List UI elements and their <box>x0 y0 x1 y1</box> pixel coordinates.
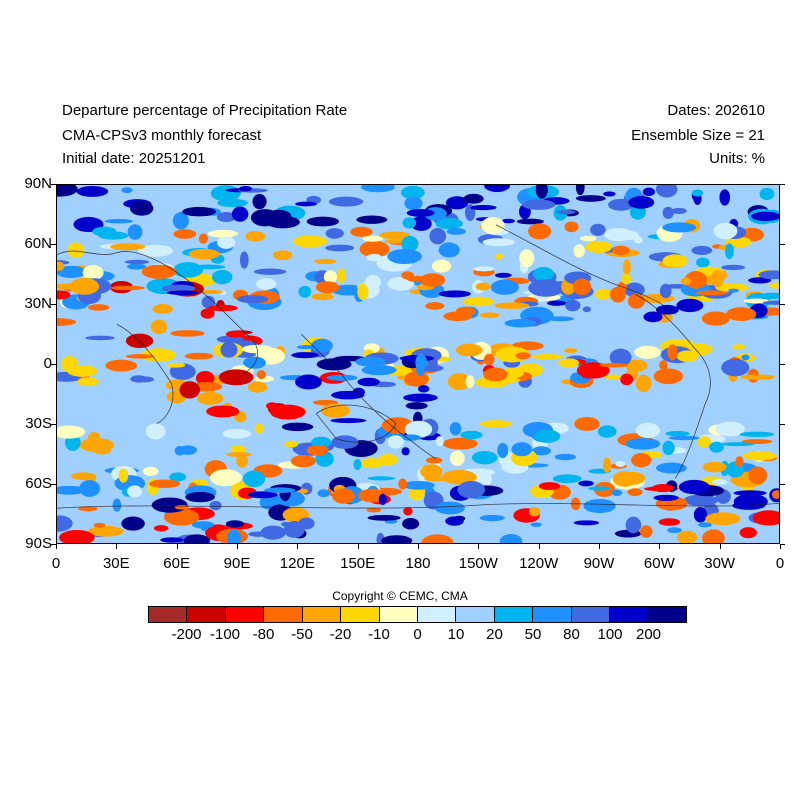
lon-tick <box>357 544 359 549</box>
lon-tick <box>538 544 540 549</box>
lat-tick <box>780 424 785 425</box>
lat-tick <box>51 364 56 365</box>
colorbar-label: -10 <box>368 626 390 643</box>
colorbar-label: 200 <box>635 626 662 643</box>
lat-label: 90N <box>24 175 52 192</box>
lat-tick <box>780 544 785 545</box>
lon-tick <box>297 544 299 549</box>
lon-label: 60W <box>643 555 675 572</box>
colorbar-label: -20 <box>329 626 352 643</box>
lat-tick <box>780 184 785 185</box>
lon-tick <box>719 544 721 549</box>
colorbar-swatch <box>302 607 342 622</box>
colorbar-label: -200 <box>171 626 202 643</box>
lon-label: 0 <box>775 555 785 572</box>
colorbar-label: 10 <box>447 626 465 643</box>
lon-tick <box>780 544 781 549</box>
lon-label: 90E <box>223 555 251 572</box>
lat-tick <box>51 304 56 305</box>
lon-label: 30W <box>704 555 736 572</box>
lon-tick <box>116 544 118 549</box>
lon-tick <box>56 544 57 549</box>
lat-label: 90S <box>25 535 52 552</box>
lon-label: 150W <box>458 555 498 572</box>
lat-tick <box>780 304 785 305</box>
map-title: Departure percentage of Precipitation Ra… <box>62 102 348 119</box>
colorbar-swatch <box>533 607 572 622</box>
copyright-text: Copyright © CEMC, CMA <box>332 589 468 603</box>
colorbar-swatch <box>610 607 649 622</box>
lat-label: 60S <box>25 475 52 492</box>
colorbar-swatch <box>264 607 303 622</box>
units-label: Units: % <box>709 150 765 167</box>
lon-label: 30E <box>102 555 130 572</box>
lon-label: 90W <box>583 555 615 572</box>
lon-tick <box>418 544 419 549</box>
map-field <box>57 185 779 543</box>
map-subtitle: CMA-CPSv3 monthly forecast <box>62 127 262 144</box>
colorbar-swatch <box>149 607 188 622</box>
lon-tick <box>176 544 178 549</box>
lat-label: 0 <box>43 355 52 372</box>
lon-tick <box>237 544 238 549</box>
colorbar-label: -80 <box>252 626 275 643</box>
lat-tick <box>51 244 56 245</box>
lat-tick <box>51 484 56 485</box>
lon-tick <box>478 544 480 549</box>
precipitation-anomaly-map <box>56 184 780 544</box>
colorbar-label: -100 <box>209 626 241 643</box>
colorbar-swatch <box>456 607 495 622</box>
colorbar-label: 80 <box>563 626 580 643</box>
lon-tick <box>599 544 600 549</box>
lat-label: 60N <box>24 235 52 252</box>
colorbar-swatch <box>187 607 226 622</box>
lat-tick <box>51 184 56 185</box>
lat-tick <box>51 544 56 545</box>
colorbar-label: -50 <box>291 626 313 643</box>
lon-label: 120E <box>279 555 315 572</box>
lon-label: 60E <box>163 555 190 572</box>
colorbar-swatch <box>225 607 265 622</box>
lon-label: 120W <box>519 555 559 572</box>
colorbar-swatch <box>417 607 457 622</box>
colorbar-swatch <box>379 607 418 622</box>
colorbar-label: 50 <box>524 626 542 643</box>
initial-date: Initial date: 20251201 <box>62 150 206 167</box>
lon-tick <box>659 544 661 549</box>
colorbar-swatch <box>494 607 534 622</box>
forecast-dates: Dates: 202610 <box>667 102 765 119</box>
lat-label: 30N <box>24 295 52 312</box>
ensemble-size: Ensemble Size = 21 <box>631 127 765 144</box>
colorbar <box>148 606 687 623</box>
lat-tick <box>780 244 785 245</box>
colorbar-swatch <box>571 607 611 622</box>
colorbar-label: 100 <box>597 626 623 643</box>
colorbar-label: 0 <box>413 626 422 643</box>
lat-tick <box>780 364 785 365</box>
colorbar-swatch <box>648 607 686 622</box>
lon-label: 150E <box>340 555 376 572</box>
lat-tick <box>780 484 785 485</box>
lat-tick <box>51 424 56 425</box>
lon-label: 180 <box>405 555 431 572</box>
colorbar-swatch <box>341 607 380 622</box>
lon-label: 0 <box>51 555 61 572</box>
lat-label: 30S <box>25 415 52 432</box>
colorbar-label: 20 <box>486 626 503 643</box>
